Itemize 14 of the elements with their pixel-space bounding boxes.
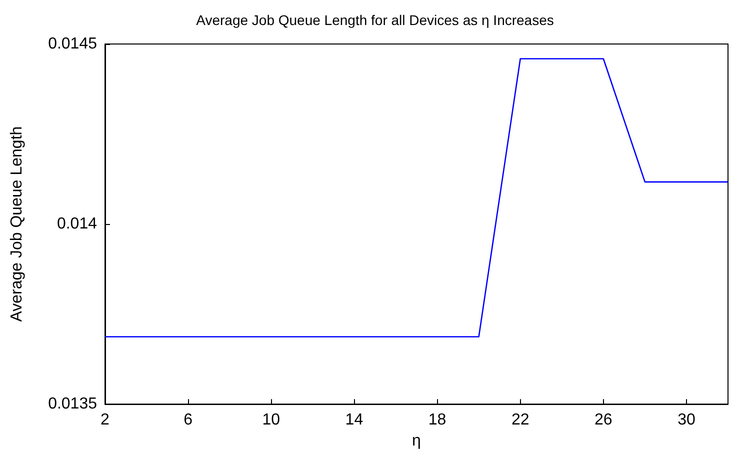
- y-tick-label: 0.0145: [48, 36, 98, 52]
- x-tick-label: 26: [594, 412, 612, 429]
- x-tick-label: 10: [262, 412, 280, 429]
- y-axis-title: Average Job Queue Length: [8, 126, 26, 322]
- y-tick-label: 0.014: [56, 216, 98, 233]
- y-tick-label: 0.0135: [48, 396, 98, 413]
- x-tick-label: 6: [184, 412, 193, 429]
- x-tick-label: 30: [678, 412, 696, 429]
- x-axis-title: η: [412, 432, 421, 450]
- x-tick-label: 2: [100, 412, 110, 429]
- x-tick-label: 18: [428, 412, 446, 429]
- x-tick-label: 22: [511, 412, 530, 429]
- x-tick-label: 14: [345, 412, 364, 429]
- chart-title: Average Job Queue Length for all Devices as η Increases: [196, 12, 554, 28]
